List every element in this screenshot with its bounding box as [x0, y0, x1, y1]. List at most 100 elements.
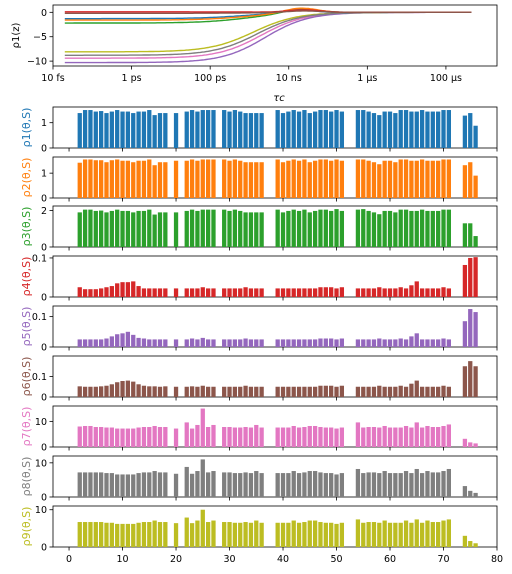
bar — [312, 339, 318, 347]
bar — [280, 162, 286, 198]
bar — [473, 312, 478, 347]
bar — [99, 427, 104, 447]
bar — [184, 210, 189, 247]
bar — [115, 209, 120, 247]
bar — [329, 160, 334, 198]
panel-frame — [52, 305, 498, 348]
bar — [366, 339, 371, 347]
bar — [136, 427, 141, 447]
bar — [222, 110, 227, 148]
bar — [184, 288, 189, 297]
panel-frame — [52, 505, 498, 548]
bar — [200, 337, 205, 347]
bar — [227, 160, 232, 198]
bar — [200, 408, 205, 447]
bar — [173, 523, 179, 547]
bar — [136, 111, 141, 148]
bar — [377, 473, 382, 497]
bar — [473, 125, 478, 148]
y-tick-label: −10 — [27, 57, 47, 68]
bar — [136, 210, 141, 247]
bar — [136, 160, 141, 198]
y-axis-label: ρ3(θ,S) — [20, 207, 33, 247]
correlation-time-line-plot: 10 fs 1 ps 100 ps 10 ns 1 μs 100 μs 0 −5 −10 τc ρ1… — [11, 4, 498, 104]
bar — [382, 288, 387, 297]
y-tick-label: 0 — [41, 293, 47, 304]
bar — [425, 160, 430, 198]
bar — [312, 210, 318, 247]
bar — [120, 474, 125, 497]
bar — [115, 110, 120, 148]
bar — [93, 111, 98, 148]
bar — [173, 386, 179, 397]
bar — [141, 427, 147, 447]
bar — [195, 520, 200, 547]
bar — [302, 427, 307, 447]
bar — [200, 509, 205, 547]
bar — [441, 425, 446, 447]
bar — [109, 336, 114, 347]
bar — [238, 288, 243, 297]
y-tick-label: −5 — [33, 32, 47, 43]
bar — [163, 427, 168, 447]
bar — [430, 386, 435, 397]
bar — [430, 427, 435, 447]
bar — [414, 281, 419, 297]
bar — [93, 289, 98, 297]
bar — [329, 385, 334, 397]
bar — [147, 209, 152, 247]
bar-chart-panels: 01ρ1(θ,S)01ρ2(θ,S)02ρ3(θ,S)00.1ρ4(θ,S)00… — [20, 106, 503, 565]
bar — [409, 160, 414, 198]
bar — [403, 386, 409, 397]
bar — [109, 427, 114, 447]
bar — [259, 162, 264, 198]
bar — [184, 339, 189, 347]
bar — [307, 471, 312, 497]
bar — [361, 339, 366, 347]
bar — [430, 522, 435, 547]
panel-frame — [52, 106, 498, 149]
bar — [232, 473, 238, 497]
bar — [99, 472, 104, 497]
bar — [211, 520, 216, 547]
bar — [147, 522, 152, 547]
bar — [93, 160, 98, 198]
bar — [339, 473, 345, 497]
bar — [157, 339, 163, 347]
bar — [419, 209, 425, 247]
bar — [361, 522, 366, 547]
bar — [189, 159, 195, 198]
y-axis-label: ρ7(θ,S) — [20, 407, 33, 447]
bar — [280, 473, 286, 497]
bar — [403, 471, 409, 497]
y-axis-label: ρ1(θ,S) — [20, 108, 33, 148]
bar — [393, 473, 398, 497]
bar — [280, 427, 286, 447]
bar — [109, 522, 114, 547]
bar — [131, 212, 136, 247]
bar — [248, 162, 254, 198]
bar — [173, 428, 179, 447]
bar — [473, 443, 478, 447]
bar — [441, 110, 446, 148]
bar — [468, 257, 473, 297]
bar — [259, 339, 264, 347]
bar — [109, 286, 114, 297]
bar — [462, 486, 468, 497]
bar — [441, 209, 446, 247]
bar — [419, 110, 425, 148]
panel-frame — [52, 205, 498, 248]
bar — [473, 175, 478, 198]
bar — [120, 282, 125, 297]
bar — [398, 338, 403, 347]
bar — [323, 287, 328, 297]
bar — [248, 212, 254, 247]
bar — [195, 339, 200, 347]
bar — [366, 111, 371, 148]
bar — [222, 209, 227, 247]
bar — [77, 113, 82, 148]
bar — [211, 339, 216, 347]
bar — [280, 288, 286, 297]
bar — [425, 520, 430, 547]
bar — [82, 289, 88, 297]
